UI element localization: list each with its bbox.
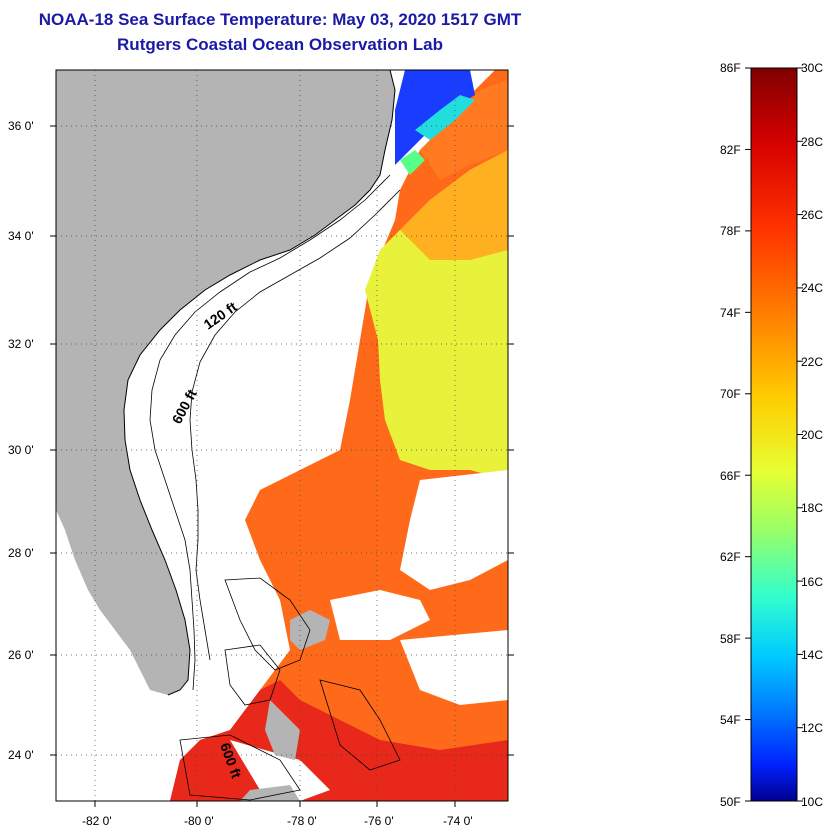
lon-label: -80 0' <box>184 814 214 828</box>
cbar-f-label: 74F <box>720 306 741 320</box>
lon-axis: -82 0' -80 0' -78 0' -76 0' -74 0' <box>82 814 473 828</box>
cbar-c-label: 22C <box>801 355 824 369</box>
lat-label: 34 0' <box>8 229 34 243</box>
lat-label: 36 0' <box>8 119 34 133</box>
lat-label: 24 0' <box>8 748 34 762</box>
map-title: NOAA-18 Sea Surface Temperature: May 03,… <box>38 10 522 29</box>
cbar-c-label: 12C <box>801 721 824 735</box>
lon-label: -78 0' <box>287 814 317 828</box>
cbar-c-label: 20C <box>801 428 824 442</box>
lat-axis: 36 0' 34 0' 32 0' 30 0' 28 0' 26 0' 24 0… <box>8 119 34 762</box>
cbar-c-label: 16C <box>801 575 824 589</box>
cbar-f-label: 78F <box>720 224 741 238</box>
cbar-f-label: 58F <box>720 632 741 646</box>
cbar-c-label: 14C <box>801 648 824 662</box>
cbar-c-label: 30C <box>801 61 824 75</box>
cbar-f-label: 62F <box>720 550 741 564</box>
lat-label: 32 0' <box>8 337 34 351</box>
cbar-f-label: 82F <box>720 143 741 157</box>
lon-label: -76 0' <box>364 814 394 828</box>
lat-label: 30 0' <box>8 443 34 457</box>
lat-label: 28 0' <box>8 546 34 560</box>
cbar-c-label: 24C <box>801 281 824 295</box>
cbar-f-label: 86F <box>720 61 741 75</box>
map-plot-area <box>56 70 508 801</box>
colorbar <box>750 67 798 802</box>
cbar-c-label: 18C <box>801 501 824 515</box>
cbar-f-label: 50F <box>720 795 741 809</box>
map-frame <box>55 69 509 802</box>
cbar-c-label: 26C <box>801 208 824 222</box>
cbar-f-label: 54F <box>720 713 741 727</box>
cbar-f-label: 66F <box>720 469 741 483</box>
lon-label: -74 0' <box>443 814 473 828</box>
cbar-c-label: 10C <box>801 795 824 809</box>
cbar-c-label: 28C <box>801 135 824 149</box>
cbar-f-label: 70F <box>720 387 741 401</box>
contour-600ft <box>189 189 401 661</box>
graticule <box>56 70 508 801</box>
land-mass <box>56 70 395 695</box>
lat-label: 26 0' <box>8 648 34 662</box>
lon-label: -82 0' <box>82 814 112 828</box>
map-subtitle: Rutgers Coastal Ocean Observation Lab <box>117 35 443 54</box>
